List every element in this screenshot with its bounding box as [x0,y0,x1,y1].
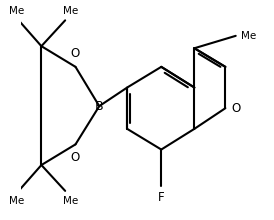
Text: B: B [95,100,104,113]
Text: Me: Me [63,196,78,205]
Text: Me: Me [9,6,24,16]
Text: Me: Me [9,196,24,205]
Text: F: F [158,191,165,204]
Text: Me: Me [63,6,78,16]
Text: O: O [232,102,241,115]
Text: O: O [71,47,80,60]
Text: O: O [71,151,80,164]
Text: Me: Me [241,31,256,41]
